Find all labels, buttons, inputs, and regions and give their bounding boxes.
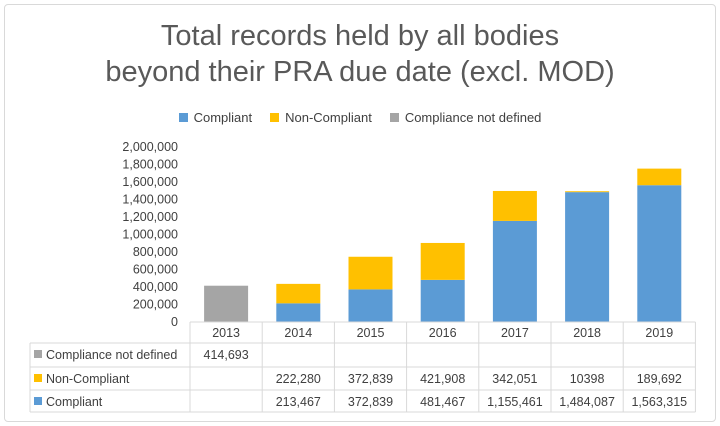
legend-swatch	[178, 113, 188, 122]
bar-compliant-2014	[276, 303, 321, 322]
x-tick-label: 2017	[501, 326, 529, 340]
bar-non-compliant-2016	[420, 242, 465, 280]
data-label: 1,484,087	[559, 395, 615, 409]
y-tick-label: 200,000	[133, 298, 178, 312]
y-tick-label: 2,000,000	[122, 140, 178, 154]
table-legend-key	[34, 374, 42, 382]
data-label: 481,467	[420, 395, 465, 409]
bar-non-compliant-2019	[637, 168, 682, 186]
data-label: 189,692	[637, 372, 682, 386]
x-tick-label: 2015	[357, 326, 385, 340]
table-row-label: Compliant	[46, 395, 103, 409]
y-tick-label: 1,000,000	[122, 228, 178, 242]
bar-non-compliant-2018	[565, 191, 610, 193]
bar-compliant-2018	[565, 192, 610, 322]
legend: Compliant Non-Compliant Compliance not d…	[0, 110, 720, 125]
bar-non-compliant-2014	[276, 283, 321, 304]
x-tick-label: 2014	[284, 326, 312, 340]
bar-non-compliant-2015	[348, 256, 393, 290]
bar-compliant-2015	[348, 289, 393, 322]
chart-title-line-1: Total records held by all bodies	[160, 20, 560, 52]
table-row-label: Non-Compliant	[46, 372, 130, 386]
x-tick-label: 2016	[429, 326, 457, 340]
chart-frame	[4, 4, 716, 422]
y-tick-label: 600,000	[133, 263, 178, 277]
table-row-label: Compliance not defined	[46, 348, 177, 362]
legend-swatch	[389, 113, 399, 122]
legend-swatch	[270, 113, 280, 122]
data-label: 10398	[570, 372, 605, 386]
x-tick-label: 2013	[212, 326, 240, 340]
legend-label: Compliant	[193, 110, 253, 125]
y-tick-label: 400,000	[133, 280, 178, 294]
data-label: 414,693	[204, 348, 249, 362]
y-tick-label: 1,200,000	[122, 210, 178, 224]
data-label: 1,563,315	[631, 395, 687, 409]
legend-label: Non-Compliant	[285, 110, 372, 125]
legend-item-not-defined: Compliance not defined	[389, 110, 542, 125]
data-label: 213,467	[276, 395, 321, 409]
bar-compliant-2016	[420, 279, 465, 322]
table-legend-key	[34, 397, 42, 405]
table-legend-key	[34, 350, 42, 358]
legend-label: Compliance not defined	[404, 110, 542, 125]
bar-compliant-2017	[492, 220, 537, 322]
y-tick-label: 800,000	[133, 245, 178, 259]
bar-compliant-2019	[637, 185, 682, 322]
chart-title-line-2: beyond their PRA due date (excl. MOD)	[105, 56, 615, 88]
x-tick-label: 2018	[573, 326, 601, 340]
y-tick-label: 1,600,000	[122, 175, 178, 189]
data-label: 342,051	[492, 372, 537, 386]
x-tick-label: 2019	[645, 326, 673, 340]
data-label: 222,280	[276, 372, 321, 386]
y-tick-label: 1,800,000	[122, 158, 178, 172]
data-label: 372,839	[348, 395, 393, 409]
data-label: 372,839	[348, 372, 393, 386]
data-label: 421,908	[420, 372, 465, 386]
data-label: 1,155,461	[487, 395, 543, 409]
legend-item-non-compliant: Non-Compliant	[270, 110, 372, 125]
y-tick-label: 0	[171, 315, 178, 329]
bar-non-compliant-2017	[492, 190, 537, 221]
y-tick-label: 1,400,000	[122, 193, 178, 207]
legend-item-compliant: Compliant	[178, 110, 253, 125]
bar-compliance-not-defined-2013	[204, 285, 249, 322]
